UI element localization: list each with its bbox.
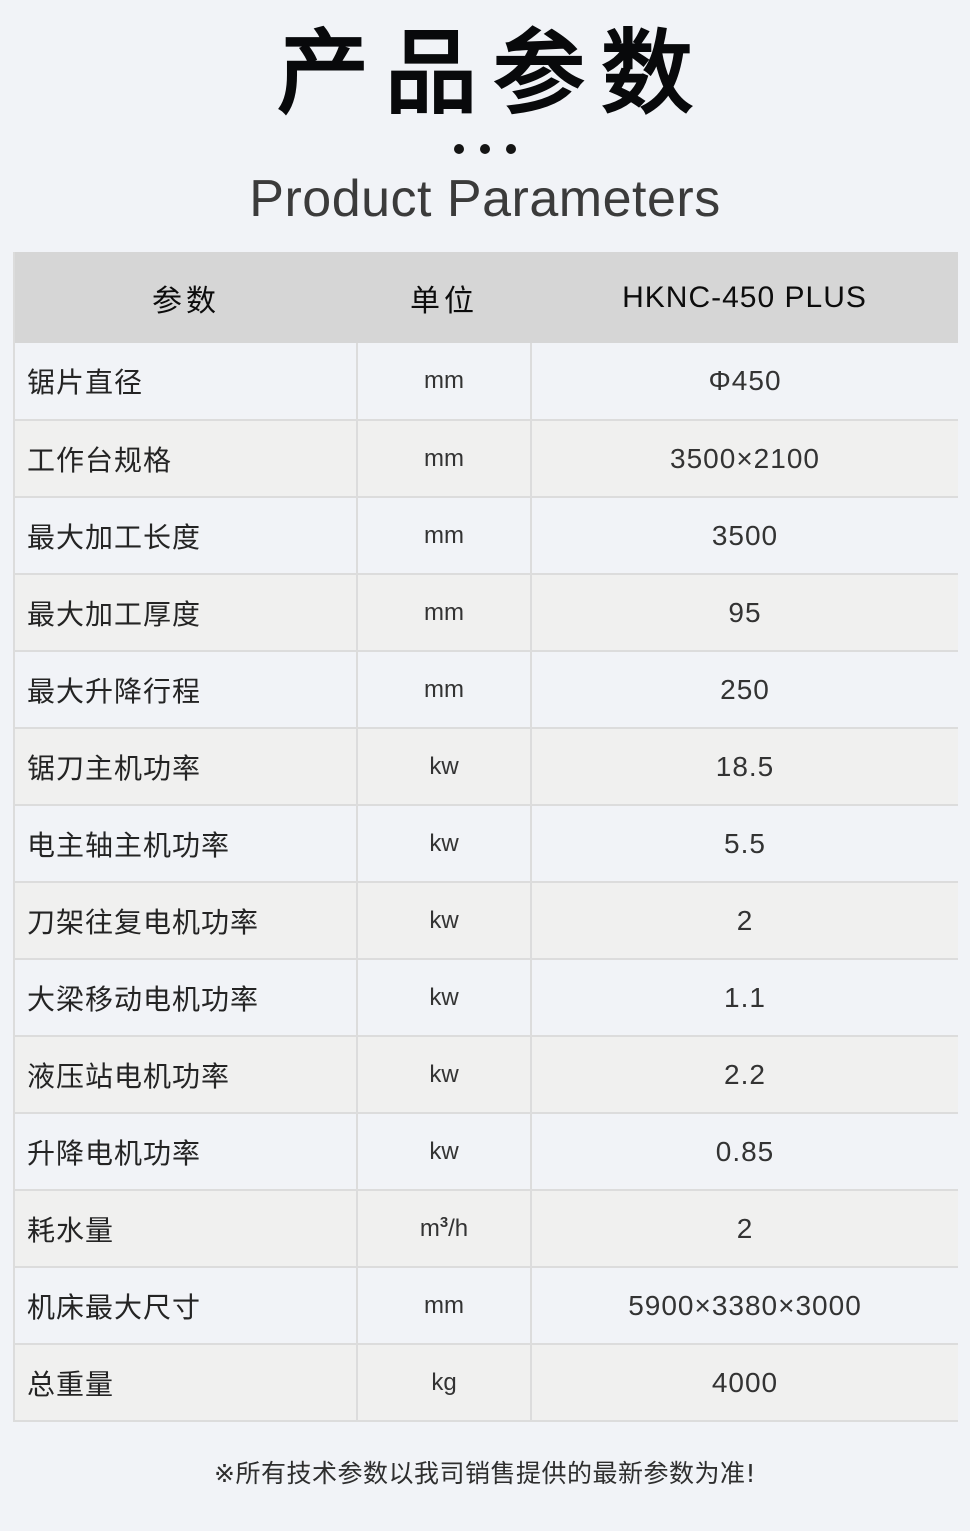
unit-suffix: /h [448,1214,469,1242]
dot-icon [480,144,490,155]
cell-unit: kw [357,882,532,961]
cell-value: 2 [531,1190,958,1269]
column-header-model: HKNC-450 PLUS [531,252,958,344]
table-row: 最大加工厚度 mm 95 [14,574,958,653]
cell-unit: kw [357,805,532,884]
cell-unit: mm [357,651,532,730]
cell-value: 4000 [531,1344,958,1423]
page-header: 产品参数 Product Parameters [0,0,970,230]
table-row: 工作台规格 mm 3500×2100 [14,420,958,499]
cell-value: 0.85 [531,1113,958,1192]
cell-value: 2.2 [531,1036,958,1115]
spec-table-head: 参数 单位 HKNC-450 PLUS [14,252,958,344]
table-row: 总重量 kg 4000 [14,1344,958,1423]
cell-value: 2 [531,882,958,961]
cell-unit: mm [357,343,532,422]
column-header-unit: 单位 [357,252,531,344]
cell-unit: mm [357,497,532,576]
table-row: 大梁移动电机功率 kw 1.1 [14,959,958,1038]
cell-parameter-name: 升降电机功率 [14,1113,358,1192]
cell-unit: kw [357,959,532,1038]
cell-parameter-name: 锯片直径 [14,343,358,422]
table-row: 最大升降行程 mm 250 [14,651,958,730]
dot-separator-decoration [0,139,970,159]
disclaimer-note: ※所有技术参数以我司销售提供的最新参数为准! [214,1459,756,1489]
cell-parameter-name: 大梁移动电机功率 [14,959,358,1038]
cell-parameter-name: 总重量 [14,1344,358,1423]
spec-table-body: 锯片直径 mm Φ450 工作台规格 mm 3500×2100 最大加工长度 mm 3500 最大… [14,343,958,1423]
spec-table-container: 参数 单位 HKNC-450 PLUS 锯片直径 mm Φ450 工作台规格 mm 350… [13,252,958,1423]
cell-unit: kw [357,728,532,807]
cell-parameter-name: 最大加工厚度 [14,574,358,653]
cell-parameter-name: 最大升降行程 [14,651,358,730]
cell-unit: mm [357,574,532,653]
dot-icon [454,144,464,155]
cell-value: 95 [531,574,958,653]
table-row: 机床最大尺寸 mm 5900×3380×3000 [14,1267,958,1346]
table-header-row: 参数 单位 HKNC-450 PLUS [14,252,958,344]
cell-value: 5.5 [531,805,958,884]
cell-value: 1.1 [531,959,958,1038]
unit-base: m [419,1214,440,1242]
cell-value: 18.5 [531,728,958,807]
unit-superscript: 3 [439,1214,449,1231]
table-row: 耗水量 m3/h 2 [14,1190,958,1269]
page-title-chinese: 产品参数 [276,20,709,127]
cell-value: 5900×3380×3000 [531,1267,958,1346]
cell-unit: mm [357,1267,532,1346]
column-header-parameter: 参数 [14,252,357,344]
cell-parameter-name: 机床最大尺寸 [14,1267,358,1346]
table-row: 液压站电机功率 kw 2.2 [14,1036,958,1115]
cell-parameter-name: 刀架往复电机功率 [14,882,358,961]
cell-parameter-name: 锯刀主机功率 [14,728,358,807]
table-row: 刀架往复电机功率 kw 2 [14,882,958,961]
cell-parameter-name: 最大加工长度 [14,497,358,576]
cell-parameter-name: 耗水量 [14,1190,358,1269]
table-row: 锯片直径 mm Φ450 [14,343,958,422]
cell-value: 3500×2100 [531,420,958,499]
dot-icon [506,144,516,155]
page-title-english: Product Parameters [249,170,721,229]
cell-unit: mm [357,420,532,499]
table-row: 锯刀主机功率 kw 18.5 [14,728,958,807]
cell-parameter-name: 电主轴主机功率 [14,805,358,884]
cell-value: Φ450 [531,343,958,422]
cell-unit: kg [357,1344,532,1423]
cell-parameter-name: 工作台规格 [14,420,358,499]
cell-value: 250 [531,651,958,730]
cell-unit: m3/h [357,1190,532,1269]
spec-table: 参数 单位 HKNC-450 PLUS 锯片直径 mm Φ450 工作台规格 mm 350… [13,252,958,1423]
cell-parameter-name: 液压站电机功率 [14,1036,358,1115]
table-row: 升降电机功率 kw 0.85 [14,1113,958,1192]
table-row: 电主轴主机功率 kw 5.5 [14,805,958,884]
table-row: 最大加工长度 mm 3500 [14,497,958,576]
cell-value: 3500 [531,497,958,576]
cell-unit: kw [357,1036,532,1115]
cell-unit: kw [357,1113,532,1192]
